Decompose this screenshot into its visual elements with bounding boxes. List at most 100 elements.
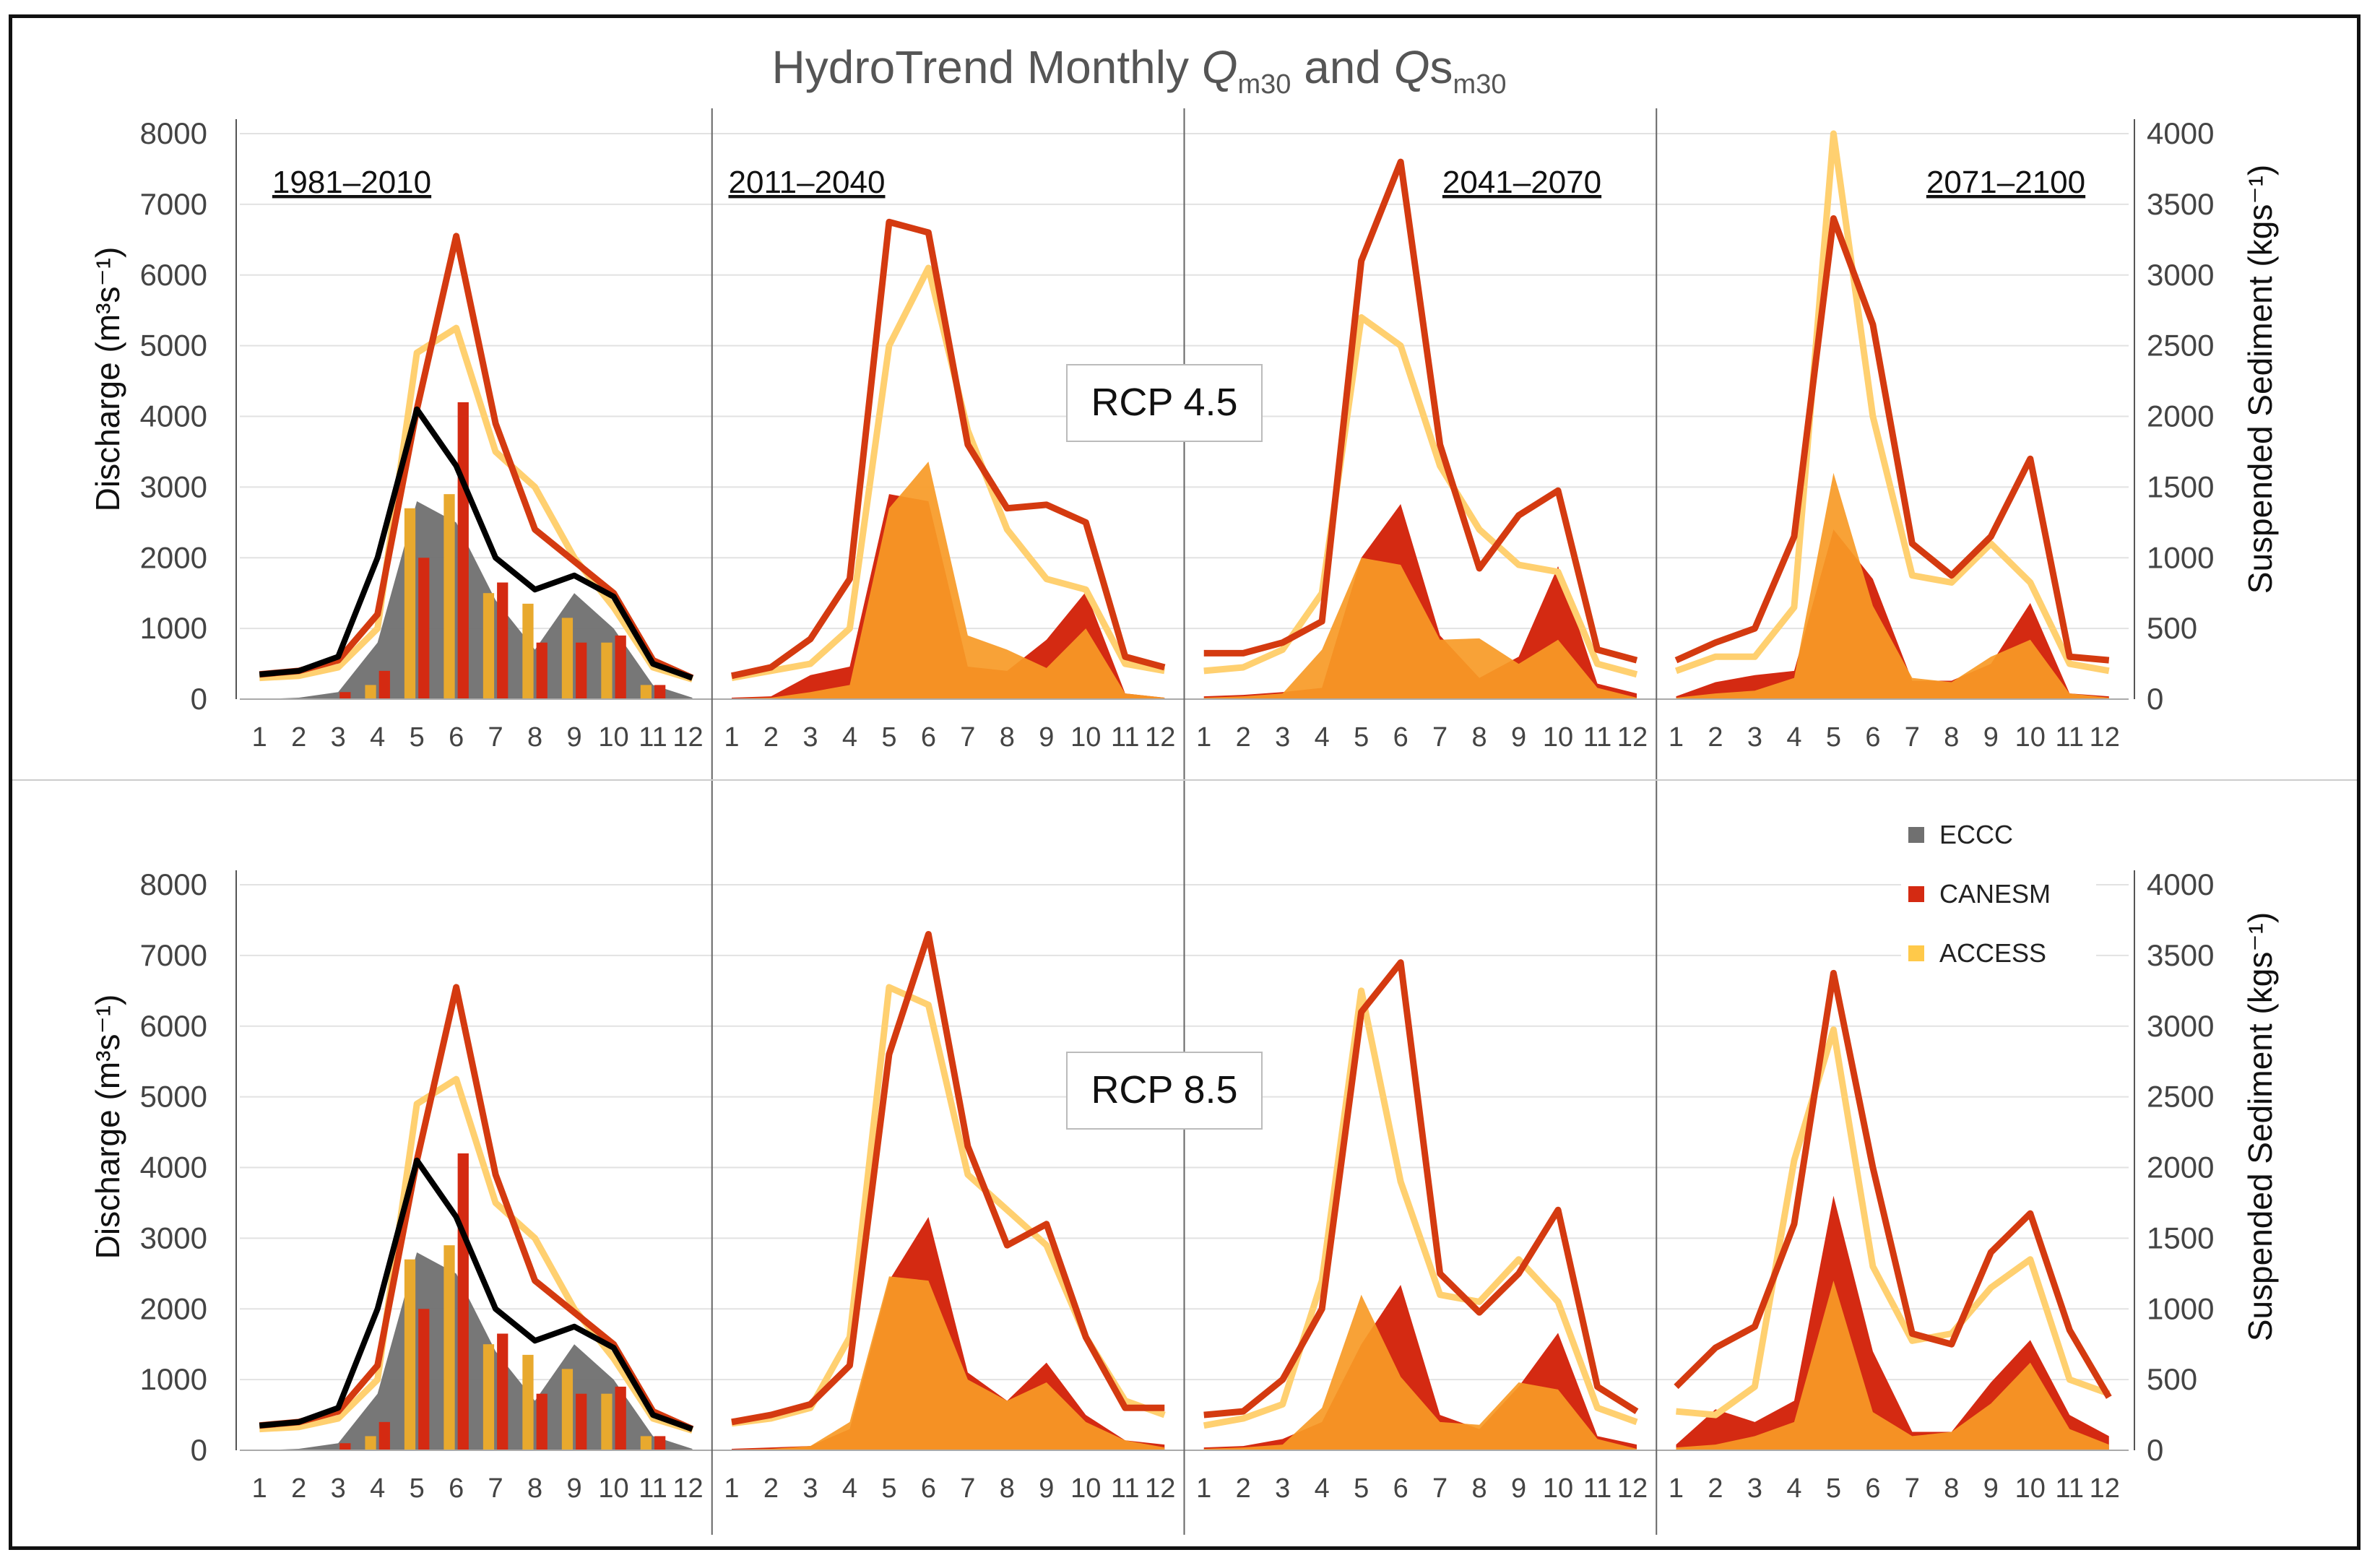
x-month-tick-label: 3 xyxy=(1275,722,1290,753)
access-discharge-line xyxy=(1674,130,2110,675)
canesm-discharge-line xyxy=(731,931,1165,1426)
y-right-tick-label: 1000 xyxy=(2147,1291,2214,1325)
y-left-tick-label: 7000 xyxy=(140,938,207,972)
y-right-tick-label: 500 xyxy=(2147,1362,2197,1396)
x-month-tick-label: 8 xyxy=(1000,1473,1015,1504)
canesm-bar xyxy=(418,1309,430,1450)
x-month-tick-label: 2 xyxy=(291,1473,306,1504)
x-month-tick-label: 5 xyxy=(1826,1473,1841,1504)
canesm-sediment-area xyxy=(1203,503,1637,699)
access-bar xyxy=(443,494,455,699)
legend-label-canesm: CANESM xyxy=(1939,879,2051,909)
canesm-bar xyxy=(615,1386,626,1450)
x-month-tick-label: 2 xyxy=(1708,722,1723,753)
x-month-tick-label: 2 xyxy=(1236,722,1251,753)
x-month-tick-label: 1 xyxy=(1669,1473,1684,1504)
rcp45-label-text: RCP 4.5 xyxy=(1091,381,1237,424)
y-right-tick-label: 2000 xyxy=(2147,399,2214,433)
y-right-axis-title-top: Suspended Sediment (kgs⁻¹) xyxy=(2241,165,2279,594)
y-left-tick-label: 1000 xyxy=(140,1362,207,1396)
x-month-tick-label: 3 xyxy=(802,722,818,753)
x-month-tick-label: 12 xyxy=(1617,1473,1648,1504)
y-left-tick-label: 0 xyxy=(191,1433,207,1467)
y-right-tick-label: 0 xyxy=(2147,1433,2163,1467)
access-sediment-area xyxy=(731,462,1165,699)
canesm-bar xyxy=(497,582,509,699)
y-right-tick-label: 1500 xyxy=(2147,1221,2214,1255)
access-bar xyxy=(601,1393,613,1450)
x-month-tick-label: 8 xyxy=(1472,722,1487,753)
y-left-tick-label: 3000 xyxy=(140,469,207,503)
canesm-bar xyxy=(339,692,351,699)
y-right-tick-label: 2000 xyxy=(2147,1151,2214,1184)
chart-title: HydroTrend Monthly Qm30 and Qsm30 xyxy=(772,41,1507,100)
access-sediment-area xyxy=(1676,1281,2109,1450)
canesm-bar xyxy=(615,635,626,699)
y-left-tick-label: 0 xyxy=(191,682,207,716)
x-month-tick-label: 7 xyxy=(488,1473,503,1504)
x-month-tick-label: 4 xyxy=(370,722,385,753)
y-left-tick-label: 4000 xyxy=(140,399,207,433)
access-bar xyxy=(443,1245,455,1450)
x-month-tick-label: 5 xyxy=(1826,722,1841,753)
x-month-tick-label: 12 xyxy=(1145,1473,1175,1504)
period-label: 1981–2010 xyxy=(272,165,431,200)
x-month-tick-label: 11 xyxy=(639,1473,667,1504)
y-right-tick-label: 3500 xyxy=(2147,187,2214,221)
legend-label-access: ACCESS xyxy=(1939,938,2046,968)
canesm-bar xyxy=(457,1153,469,1450)
y-left-tick-label: 6000 xyxy=(140,258,207,292)
y-left-tick-label: 2000 xyxy=(140,1291,207,1325)
x-month-tick-label: 8 xyxy=(527,722,542,753)
eccc-discharge-line xyxy=(259,1157,693,1432)
y-left-axis-title-bottom: Discharge (m³s⁻¹) xyxy=(89,995,126,1260)
canesm-bar xyxy=(536,1393,548,1450)
x-month-tick-label: 10 xyxy=(598,722,628,753)
x-month-tick-label: 3 xyxy=(331,1473,346,1504)
x-month-tick-label: 2 xyxy=(1236,1473,1251,1504)
x-month-tick-label: 11 xyxy=(639,722,667,753)
x-month-tick-label: 12 xyxy=(2090,722,2120,753)
canesm-bar xyxy=(654,1436,666,1450)
x-month-tick-label: 2 xyxy=(291,722,306,753)
rcp85-label: RCP 8.5 xyxy=(1066,1052,1263,1130)
canesm-discharge-line xyxy=(1674,215,2110,664)
x-month-tick-label: 1 xyxy=(1669,722,1684,753)
access-bar xyxy=(601,642,613,699)
x-month-tick-label: 3 xyxy=(1275,1473,1290,1504)
y-right-tick-label: 4000 xyxy=(2147,116,2214,150)
x-month-tick-label: 3 xyxy=(1747,722,1762,753)
legend: ECCC CANESM ACCESS xyxy=(1901,818,2096,992)
x-month-tick-label: 8 xyxy=(527,1473,542,1504)
x-month-tick-label: 7 xyxy=(960,722,975,753)
x-month-tick-label: 8 xyxy=(1000,722,1015,753)
x-month-tick-label: 9 xyxy=(567,722,582,753)
y-left-axis-title-top: Discharge (m³s⁻¹) xyxy=(89,247,126,512)
legend-swatch-canesm xyxy=(1908,886,1924,902)
access-sediment-area xyxy=(1676,472,2109,699)
y-right-tick-label: 2500 xyxy=(2147,1080,2214,1114)
y-right-tick-label: 1000 xyxy=(2147,540,2214,574)
x-month-tick-label: 9 xyxy=(1983,1473,1999,1504)
rcp85-label-text: RCP 8.5 xyxy=(1091,1068,1237,1112)
access-bar xyxy=(522,603,534,699)
access-discharge-line xyxy=(259,324,693,683)
x-month-tick-label: 8 xyxy=(1472,1473,1487,1504)
x-month-tick-label: 7 xyxy=(1905,1473,1920,1504)
data-layer xyxy=(259,130,2112,1450)
y-left-tick-label: 7000 xyxy=(140,187,207,221)
x-month-tick-label: 9 xyxy=(1983,722,1999,753)
x-month-tick-label: 9 xyxy=(567,1473,582,1504)
x-month-tick-label: 2 xyxy=(763,1473,779,1504)
canesm-bar xyxy=(378,1421,390,1450)
x-month-tick-label: 1 xyxy=(1196,722,1211,753)
y-right-tick-label: 3000 xyxy=(2147,1009,2214,1043)
y-right-tick-label: 3500 xyxy=(2147,938,2214,972)
access-bar xyxy=(561,1369,574,1450)
x-month-tick-label: 6 xyxy=(921,1473,936,1504)
x-month-tick-label: 5 xyxy=(1354,1473,1369,1504)
y-left-tick-label: 1000 xyxy=(140,611,207,645)
access-discharge-line xyxy=(1203,313,1638,678)
x-month-tick-label: 9 xyxy=(1039,1473,1054,1504)
y-left-tick-label: 2000 xyxy=(140,540,207,574)
